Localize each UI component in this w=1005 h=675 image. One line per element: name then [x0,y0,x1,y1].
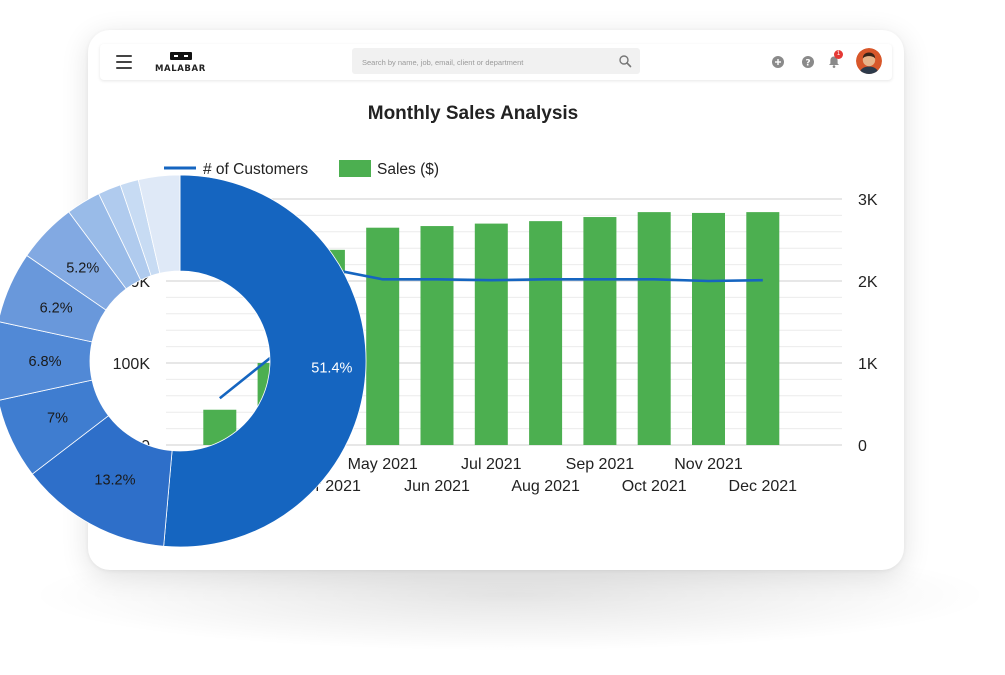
left-axis-tick-label: 100K [113,356,151,373]
sales-bar [637,212,671,445]
x-axis-tick-label: Sep 2021 [566,456,635,473]
sales-bar [366,227,400,445]
x-axis-tick-label: Jul 2021 [461,456,522,473]
logo-text: MALABAR [155,64,206,74]
logo-mark [170,52,192,60]
donut-chart [0,174,367,548]
x-axis-tick-label: Aug 2021 [511,478,580,495]
legend-label-customers: # of Customers [203,161,308,178]
donut-slice [0,379,110,475]
x-axis-tick-label: Oct 2021 [622,478,687,495]
right-axis-tick-label: 0 [858,438,867,455]
avatar-image [856,48,882,74]
x-axis-tick-label: May 2021 [348,456,418,473]
legend: # of Customers Sales ($) [164,160,439,178]
svg-text:?: ? [805,58,810,68]
sales-bar [420,226,454,445]
donut-slice-label: 7% [47,411,68,427]
legend-label-sales: Sales ($) [377,161,439,178]
right-axis-tick-label: 2K [858,274,878,291]
plus-circle-icon[interactable] [770,54,786,70]
avatar[interactable] [856,48,882,74]
legend-swatch-sales [339,160,371,177]
logo: MALABAR [155,50,215,76]
sales-bar [746,212,780,445]
sales-bars [203,212,780,445]
x-axis-tick-label: Nov 2021 [674,456,743,473]
notification-badge: 1 [834,50,843,59]
x-axis-tick-label: Dec 2021 [729,478,798,495]
chart-title: Monthly Sales Analysis [368,103,578,124]
question-circle-icon[interactable]: ? [800,54,816,70]
search-input[interactable] [360,52,614,72]
search-icon[interactable] [618,54,632,68]
hamburger-icon[interactable] [116,55,132,69]
sales-bar [474,223,508,445]
donut-slice-label: 51.4% [311,361,352,377]
donut-slice-label: 13.2% [94,472,135,488]
donut-slice [0,321,93,401]
search-box[interactable] [352,48,640,74]
sales-bar [529,221,563,445]
sales-bar [692,212,725,445]
x-axis-tick-label: Jun 2021 [404,478,470,495]
right-axis: 0 1K 2K 3K [858,192,878,455]
donut-slice [163,174,367,548]
donut-slice-label: 6.2% [40,300,73,316]
donut-slice [137,174,181,274]
sales-bar [583,217,617,445]
donut-slice-label: 5.2% [66,260,99,276]
donut-labels: 51.4% 13.2% 7% 6.8% 6.2% 5.2% [28,260,352,488]
top-bar: MALABAR ? 1 [100,44,892,80]
right-axis-tick-label: 3K [858,192,878,209]
right-axis-tick-label: 1K [858,356,878,373]
donut-slice-label: 6.8% [28,354,61,370]
